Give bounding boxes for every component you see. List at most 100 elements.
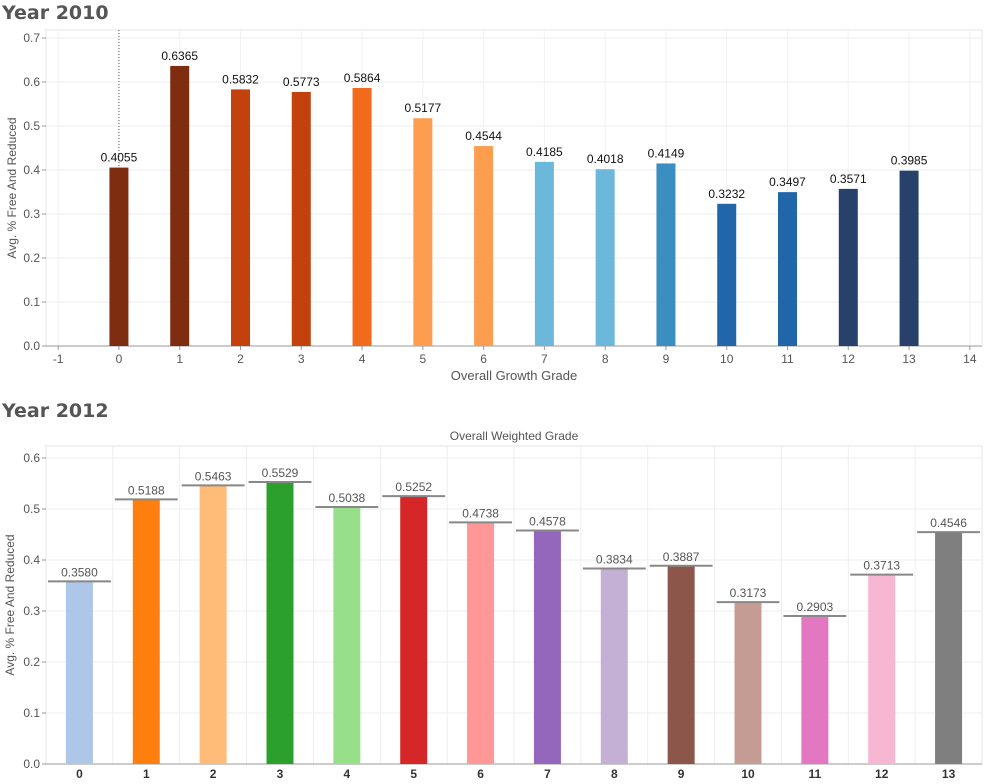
chart2-data-label: 0.5463: [195, 469, 232, 483]
chart1-bar[interactable]: [109, 167, 129, 346]
chart1-ytick-label: 0.4: [23, 163, 40, 177]
chart1-svg: 0.00.10.20.30.40.50.60.7-1 0 1 2 3 4 5 6 7 8 9 10 11…: [5, 29, 983, 383]
chart2-data-label: 0.4738: [462, 506, 499, 520]
chart1-bar[interactable]: [717, 203, 737, 346]
chart1-xlabel: Overall Growth Grade: [451, 368, 577, 383]
chart1-bar[interactable]: [899, 170, 919, 346]
chart2-bar[interactable]: [935, 532, 963, 764]
chart1-bar[interactable]: [230, 89, 250, 346]
chart1-xtick-label: 7: [541, 352, 548, 366]
chart2-bar[interactable]: [801, 615, 829, 764]
chart1-bar[interactable]: [352, 87, 372, 346]
chart1-bar[interactable]: [291, 91, 311, 346]
chart2-ytick-label: 0.0: [23, 757, 40, 771]
chart2-data-label: 0.4578: [529, 515, 566, 529]
chart2-bar[interactable]: [400, 496, 428, 764]
chart2-ytick-label: 0.2: [23, 655, 40, 669]
chart2-ytick-label: 0.3: [23, 604, 40, 618]
chart1-data-label: 0.3571: [830, 172, 867, 186]
chart1-xtick-label: 5: [419, 352, 426, 366]
chart2-category-label: 11: [809, 767, 822, 781]
chart2-category-label: 13: [942, 767, 956, 781]
chart2-bar[interactable]: [533, 530, 561, 764]
chart2-data-label: 0.3713: [863, 559, 900, 573]
chart2-bar[interactable]: [868, 574, 896, 764]
chart1-bar[interactable]: [413, 118, 433, 346]
chart1-xtick-label: 11: [781, 352, 794, 366]
chart1-xtick-label: 9: [663, 352, 670, 366]
chart2-bar[interactable]: [266, 482, 294, 764]
chart2-category-label: 9: [678, 767, 685, 781]
chart1-data-label: 0.6365: [161, 49, 198, 63]
chart1-bar[interactable]: [778, 192, 798, 346]
chart2-bar[interactable]: [333, 507, 361, 764]
chart1-xtick-label: 14: [963, 352, 977, 366]
chart1-xtick-label: 8: [602, 352, 609, 366]
chart1-data-label: 0.3232: [708, 187, 745, 201]
chart1-xtick-label: 4: [359, 352, 366, 366]
chart2-data-label: 0.4546: [930, 516, 967, 530]
chart1-data-label: 0.4018: [587, 152, 624, 166]
chart1-data-label: 0.3497: [769, 175, 806, 189]
chart1-data-label: 0.4149: [648, 146, 685, 160]
chart1-data-label: 0.5832: [222, 72, 259, 86]
chart2-svg: Overall Weighted Grade 0.0 0.1 0.2 0.3 0.4 0.5…: [3, 429, 983, 781]
chart2-data-label: 0.3834: [596, 552, 633, 566]
chart1-bar[interactable]: [534, 161, 554, 346]
chart2-ytick-label: 0.1: [23, 706, 40, 720]
chart1-xtick-label: 10: [720, 352, 734, 366]
chart2-data-label: 0.5252: [395, 480, 432, 494]
chart2-bar[interactable]: [467, 522, 495, 764]
chart1-bar[interactable]: [170, 65, 190, 346]
chart1-xtick-label: 2: [237, 352, 244, 366]
chart1-bar[interactable]: [474, 146, 494, 346]
chart2-subtitle: Overall Weighted Grade: [450, 429, 579, 443]
chart2-ylabel: Avg. % Free And Reduced: [3, 534, 17, 675]
chart1-ytick-label: 0.7: [23, 31, 40, 45]
chart2-category-label: 7: [544, 767, 551, 781]
chart2-category-label: 1: [143, 767, 150, 781]
chart1-data-label: 0.3985: [891, 154, 928, 168]
chart1-xtick-label: 12: [842, 352, 856, 366]
chart1-xtick-label: 13: [902, 352, 916, 366]
chart2-category-label: 8: [611, 767, 618, 781]
chart2-category-label: 0: [76, 767, 83, 781]
chart1-ytick-label: 0.3: [23, 207, 40, 221]
chart2-data-label: 0.5529: [262, 466, 299, 480]
chart1-xtick-label: 6: [480, 352, 487, 366]
chart2-bar[interactable]: [132, 499, 160, 764]
chart2-data-label: 0.3173: [730, 586, 767, 600]
chart1-bar[interactable]: [595, 169, 615, 346]
chart1-ylabel: Avg. % Free And Reduced: [5, 117, 19, 258]
chart1-xtick-label: 3: [298, 352, 305, 366]
chart2-bar[interactable]: [199, 485, 227, 764]
chart1-ytick-label: 0.0: [23, 339, 40, 353]
chart2-title: Year 2012: [2, 400, 109, 422]
chart2-bar[interactable]: [734, 602, 762, 764]
chart1-bar[interactable]: [838, 188, 858, 346]
chart2-data-label: 0.2903: [797, 600, 834, 614]
chart1-title: Year 2010: [2, 2, 109, 24]
chart2-data-label: 0.5038: [329, 491, 366, 505]
chart1-data-label: 0.5177: [404, 101, 441, 115]
chart1-data-label: 0.5864: [344, 71, 381, 85]
chart1-xtick-label: 1: [176, 352, 183, 366]
chart2-bar[interactable]: [65, 581, 93, 764]
chart2-data-label: 0.3580: [61, 565, 98, 579]
chart2-category-label: 10: [741, 767, 755, 781]
chart2-bar[interactable]: [667, 565, 695, 764]
chart2-category-label: 4: [344, 767, 351, 781]
chart1-data-label: 0.4544: [465, 129, 502, 143]
chart2-bar[interactable]: [600, 568, 628, 764]
chart1-data-label: 0.4185: [526, 145, 563, 159]
chart1-xtick-label: -1: [53, 352, 64, 366]
chart1-xtick-label: 0: [116, 352, 123, 366]
chart2-ytick-label: 0.4: [23, 553, 40, 567]
chart2-category-label: 6: [477, 767, 484, 781]
chart1-bar[interactable]: [656, 163, 676, 346]
chart1-ytick-label: 0.5: [23, 119, 40, 133]
chart2-ytick-label: 0.5: [23, 502, 40, 516]
chart2-category-label: 5: [410, 767, 417, 781]
chart2-data-label: 0.5188: [128, 483, 165, 497]
chart2-ytick-label: 0.6: [23, 451, 40, 465]
